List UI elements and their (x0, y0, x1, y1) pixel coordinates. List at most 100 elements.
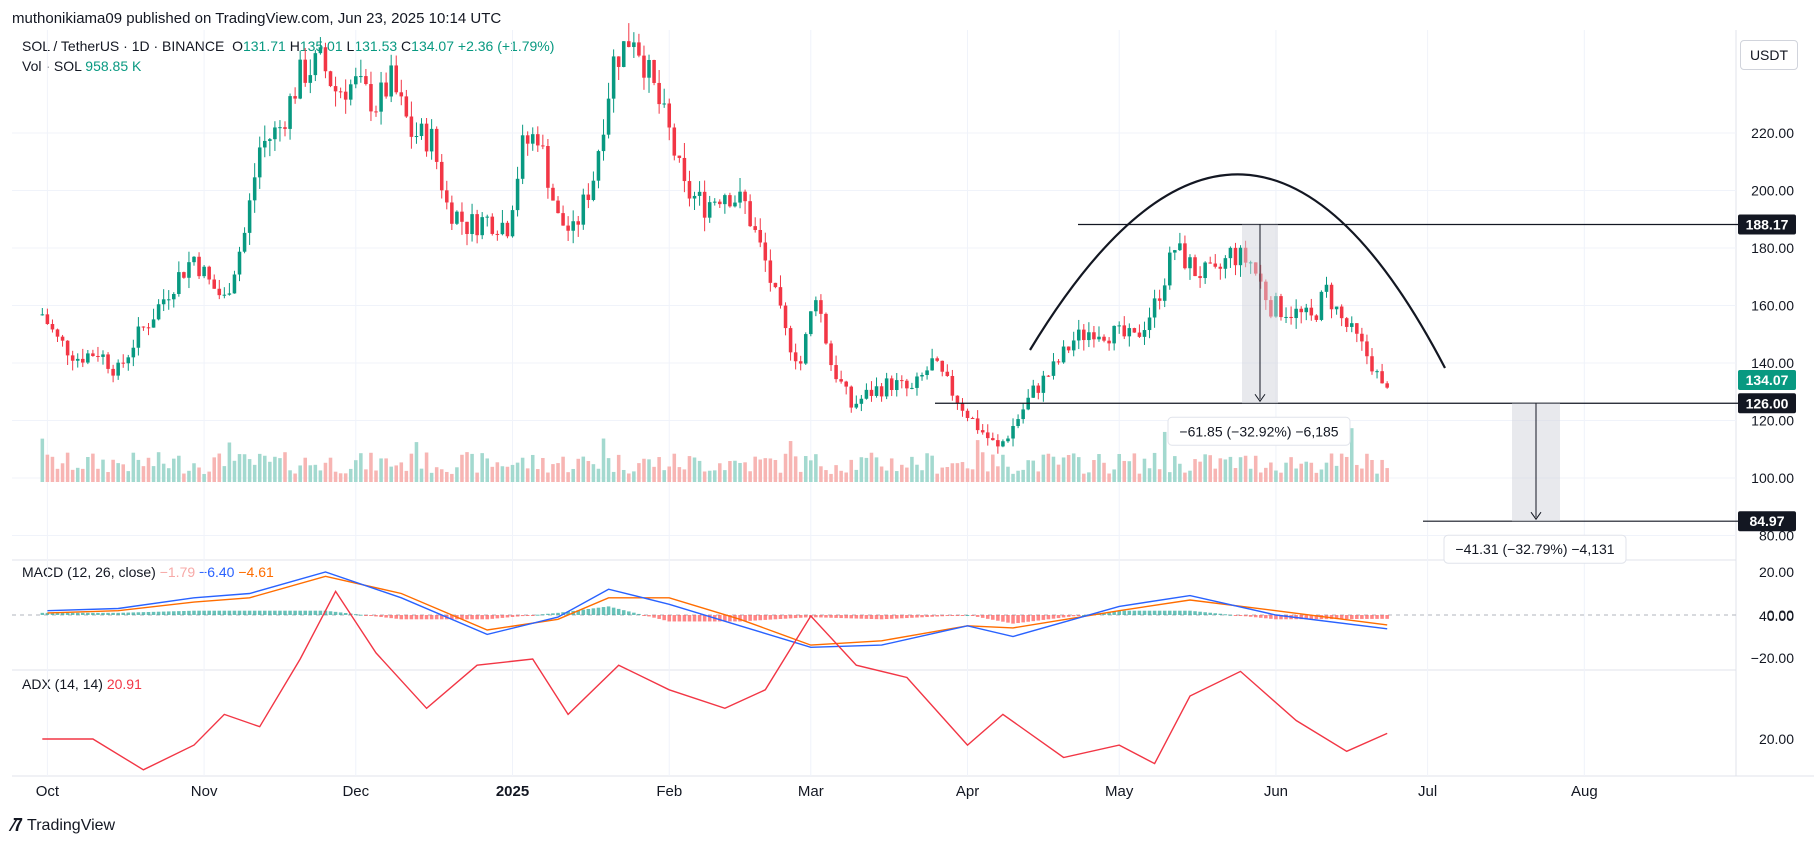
volume-bar (1329, 453, 1334, 482)
volume-bar (682, 469, 687, 482)
candle-body (849, 386, 854, 408)
volume-bar (156, 452, 161, 482)
macd-histogram-bar (1208, 612, 1212, 615)
candle-body (869, 389, 874, 396)
time-tick-label: 2025 (496, 783, 529, 800)
macd-histogram-bar (798, 615, 803, 618)
candle-body (515, 178, 520, 211)
candle-body (1076, 329, 1081, 341)
adx-label[interactable]: ADX (14, 14) (22, 676, 103, 692)
level-price-text: 126.00 (1746, 395, 1789, 411)
candle-body (1178, 243, 1182, 251)
volume-bar (667, 466, 672, 482)
macd-histogram-bar (288, 610, 292, 615)
measure-label: −41.31 (−32.79%) −4,131 (1455, 541, 1614, 557)
candle-body (232, 274, 237, 294)
adx-tick-label: 40.00 (1759, 608, 1794, 624)
volume-bar (455, 467, 459, 482)
macd-histogram-bar (161, 611, 166, 615)
adx-legend: ADX (14, 14) 20.91 (22, 676, 142, 692)
time-tick-label: Mar (798, 783, 824, 800)
level-price-tag (1738, 214, 1796, 235)
candle-body (1031, 385, 1036, 398)
candle-body (510, 210, 515, 237)
candle-body (500, 222, 505, 235)
macd-histogram-bar (197, 610, 201, 615)
volume-bar (495, 462, 500, 482)
macd-histogram-bar (1071, 615, 1076, 617)
level-price-tag (1738, 511, 1796, 532)
macd-histogram-bar (1284, 615, 1288, 620)
macd-value: −6.40 (199, 564, 235, 580)
candle-body (697, 191, 702, 196)
price-legend: SOL / TetherUS · 1D · BINANCE O131.71 H1… (22, 38, 554, 54)
macd-histogram-bar (586, 608, 591, 615)
candle-body (490, 216, 495, 234)
candle-body (1193, 257, 1197, 277)
candle-body (520, 135, 525, 179)
volume-bar (834, 465, 838, 482)
candle-body (192, 256, 196, 263)
volume-bar (783, 453, 788, 482)
macd-histogram-bar (657, 615, 661, 619)
macd-histogram-bar (1162, 610, 1167, 615)
macd-histogram-bar (738, 615, 742, 622)
volume-bar (40, 438, 45, 482)
macd-histogram-bar (126, 612, 131, 615)
candle-body (399, 92, 404, 97)
candle-body (596, 151, 601, 181)
volume-bar (738, 462, 742, 482)
macd-histogram-bar (733, 615, 737, 622)
candle-body (424, 123, 429, 152)
volume-bar (1087, 472, 1091, 482)
macd-histogram-bar (849, 615, 854, 619)
volume-bar (439, 469, 444, 482)
candle-body (925, 370, 929, 375)
macd-histogram-bar (601, 607, 606, 615)
currency-button[interactable]: USDT (1740, 40, 1798, 70)
volume-label[interactable]: Vol · SOL (22, 58, 82, 74)
volume-bar (146, 457, 151, 482)
volume-bar (460, 454, 464, 482)
volume-bar (1339, 453, 1344, 482)
macd-histogram-bar (1375, 615, 1379, 619)
candle-body (146, 327, 151, 329)
candle-body (278, 127, 282, 129)
macd-histogram-bar (1117, 610, 1121, 615)
macd-histogram-bar (354, 614, 358, 616)
volume-bar (728, 461, 732, 482)
macd-histogram-bar (910, 615, 914, 618)
volume-bar (1274, 470, 1278, 482)
symbol-label[interactable]: SOL / TetherUS · 1D · BINANCE (22, 38, 225, 54)
volume-bar (81, 468, 85, 482)
candle-body (884, 378, 889, 397)
volume-bar (121, 464, 125, 482)
candle-body (753, 226, 757, 230)
measure-label-box (1167, 416, 1351, 446)
candle-body (1228, 247, 1233, 259)
candle-body (637, 42, 641, 56)
volume-bar (424, 452, 429, 482)
candle-body (1223, 258, 1228, 269)
candle-body (237, 251, 242, 275)
volume-bar (1344, 456, 1349, 482)
macd-label[interactable]: MACD (12, 26, close) (22, 564, 156, 580)
candle-body (763, 242, 768, 261)
candle-body (970, 417, 975, 419)
volume-bar (1026, 460, 1030, 482)
candle-body (1314, 315, 1319, 320)
candle-body (793, 352, 798, 362)
macd-histogram-bar (247, 610, 252, 615)
candle-body (1127, 328, 1132, 337)
volume-bar (141, 466, 146, 482)
volume-bar (1370, 459, 1374, 482)
chart-canvas[interactable]: −61.85 (−32.92%) −6,185 −41.31 (−32.79%) … (0, 0, 1814, 810)
macd-histogram-bar (874, 615, 879, 620)
volume-bar (1092, 460, 1096, 482)
candle-body (834, 365, 838, 380)
volume-bar (505, 466, 510, 482)
candle-body (910, 387, 914, 389)
publisher-line: muthonikiama09 published on TradingView.… (12, 10, 502, 27)
time-tick-label: Nov (191, 783, 218, 800)
macd-histogram-bar (1223, 614, 1228, 616)
